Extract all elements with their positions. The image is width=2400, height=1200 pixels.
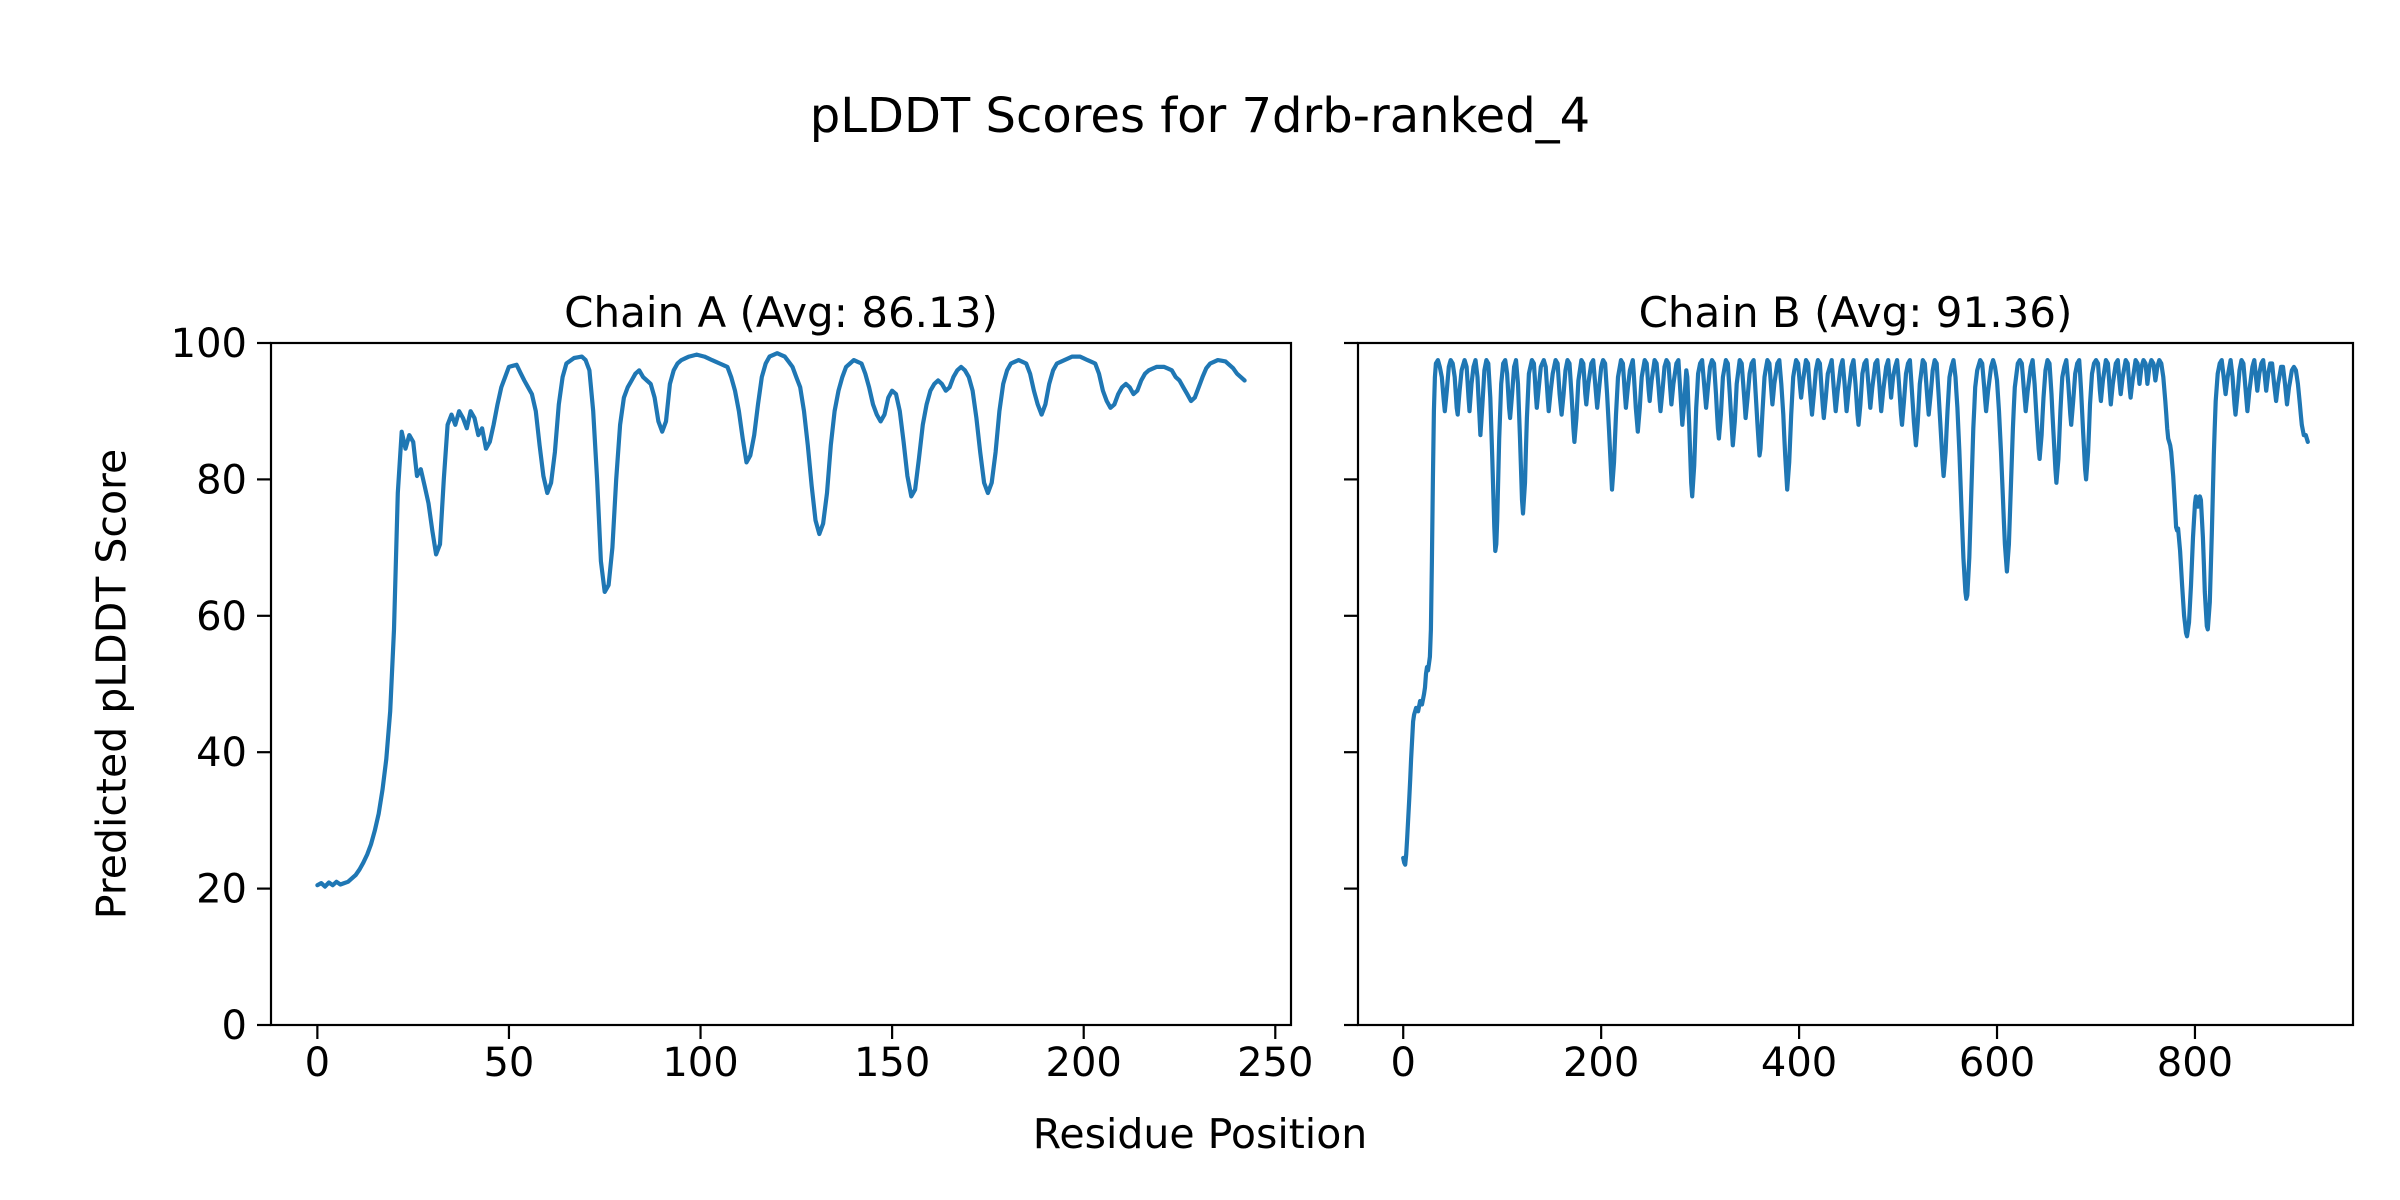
- chain-a-title: Chain A (Avg: 86.13): [564, 288, 998, 337]
- y-tick-label: 40: [196, 730, 247, 776]
- y-tick-label: 60: [196, 594, 247, 640]
- y-tick-label: 20: [196, 867, 247, 913]
- x-tick-label: 0: [305, 1040, 330, 1086]
- x-tick-label: 150: [854, 1040, 930, 1086]
- figure-title: pLDDT Scores for 7drb-ranked_4: [809, 88, 1591, 144]
- chain-b-title: Chain B (Avg: 91.36): [1638, 288, 2073, 337]
- x-tick-label: 250: [1237, 1040, 1313, 1086]
- plddt-line-chain-a: [315, 351, 1247, 889]
- x-axis-label: Residue Position: [1032, 1110, 1368, 1158]
- y-tick-label: 80: [196, 457, 247, 503]
- x-tick-label: 600: [1959, 1040, 2035, 1086]
- chain-b-plot: 0 200 400 600 800: [1344, 341, 2355, 1086]
- chain-b-spines: [1356, 341, 2355, 1027]
- chain-a-plot: 0 50 100 150 200 250 0 20 40 60 80 100: [171, 321, 1314, 1086]
- x-tick-label: 400: [1761, 1040, 1837, 1086]
- plddt-line-chain-b: [1401, 358, 2310, 867]
- y-axis-label-text: Predicted pLDDT Score: [87, 448, 136, 920]
- y-tick-label: 0: [222, 1003, 247, 1049]
- y-tick-label: 100: [171, 321, 247, 367]
- x-tick-label: 200: [1563, 1040, 1639, 1086]
- chain-a-spines: [269, 341, 1293, 1027]
- x-tick-label: 200: [1046, 1040, 1122, 1086]
- x-tick-label: 0: [1391, 1040, 1416, 1086]
- x-tick-label: 800: [2157, 1040, 2233, 1086]
- x-tick-label: 50: [483, 1040, 534, 1086]
- x-tick-label: 100: [662, 1040, 738, 1086]
